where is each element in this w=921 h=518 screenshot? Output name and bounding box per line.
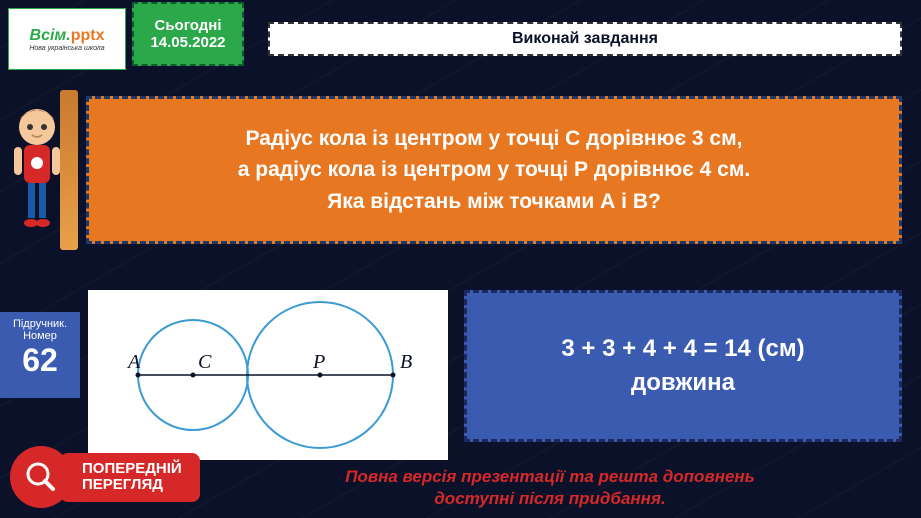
textbook-number: 62 xyxy=(4,342,76,379)
point-label-c: C xyxy=(198,351,212,373)
date-label: Сьогодні xyxy=(155,17,222,34)
preview-line-1: ПОПЕРЕДНІЙ xyxy=(82,461,182,478)
logo-brand: Всім.pptx xyxy=(30,27,105,45)
magnifier-icon xyxy=(10,446,72,508)
task-line-1: Радіус кола із центром у точці С дорівню… xyxy=(238,123,750,155)
logo-box: Всім.pptx Нова українська школа xyxy=(8,8,126,70)
task-line-3: Яка відстань між точками А і В? xyxy=(238,186,750,218)
header-title: Виконай завдання xyxy=(512,30,658,48)
header-bar: Виконай завдання xyxy=(268,22,902,56)
character-illustration xyxy=(2,105,72,235)
point-label-p: P xyxy=(312,351,325,373)
footer-line-1: Повна версія презентації та решта доповн… xyxy=(260,466,840,488)
preview-label: ПОПЕРЕДНІЙ ПЕРЕГЛЯД xyxy=(60,453,200,502)
point-label-b: B xyxy=(400,351,412,373)
logo-orange: pptx xyxy=(71,27,105,44)
answer-formula: 3 + 3 + 4 + 4 = 14 (см) xyxy=(561,332,804,366)
task-box: Радіус кола із центром у точці С дорівню… xyxy=(86,96,902,244)
footer-line-2: доступні після придбання. xyxy=(260,488,840,510)
footer-text: Повна версія презентації та решта доповн… xyxy=(260,466,840,510)
preview-badge: ПОПЕРЕДНІЙ ПЕРЕГЛЯД xyxy=(10,446,200,508)
textbook-label: Підручник. xyxy=(4,318,76,330)
date-value: 14.05.2022 xyxy=(150,34,225,51)
point-label-a: A xyxy=(126,351,141,373)
geometry-diagram: A C P B xyxy=(88,290,448,460)
answer-label: довжина xyxy=(561,366,804,400)
answer-box: 3 + 3 + 4 + 4 = 14 (см) довжина xyxy=(464,290,902,442)
task-line-2: а радіус кола із центром у точці Р дорів… xyxy=(238,154,750,186)
date-box: Сьогодні 14.05.2022 xyxy=(132,2,244,66)
preview-line-2: ПЕРЕГЛЯД xyxy=(82,477,182,494)
logo-green: Всім. xyxy=(30,27,71,44)
textbook-ref: Підручник. Номер 62 xyxy=(0,312,80,398)
textbook-sublabel: Номер xyxy=(4,330,76,342)
logo-subtitle: Нова українська школа xyxy=(29,45,104,52)
diagram-svg: A C P B xyxy=(88,290,448,460)
